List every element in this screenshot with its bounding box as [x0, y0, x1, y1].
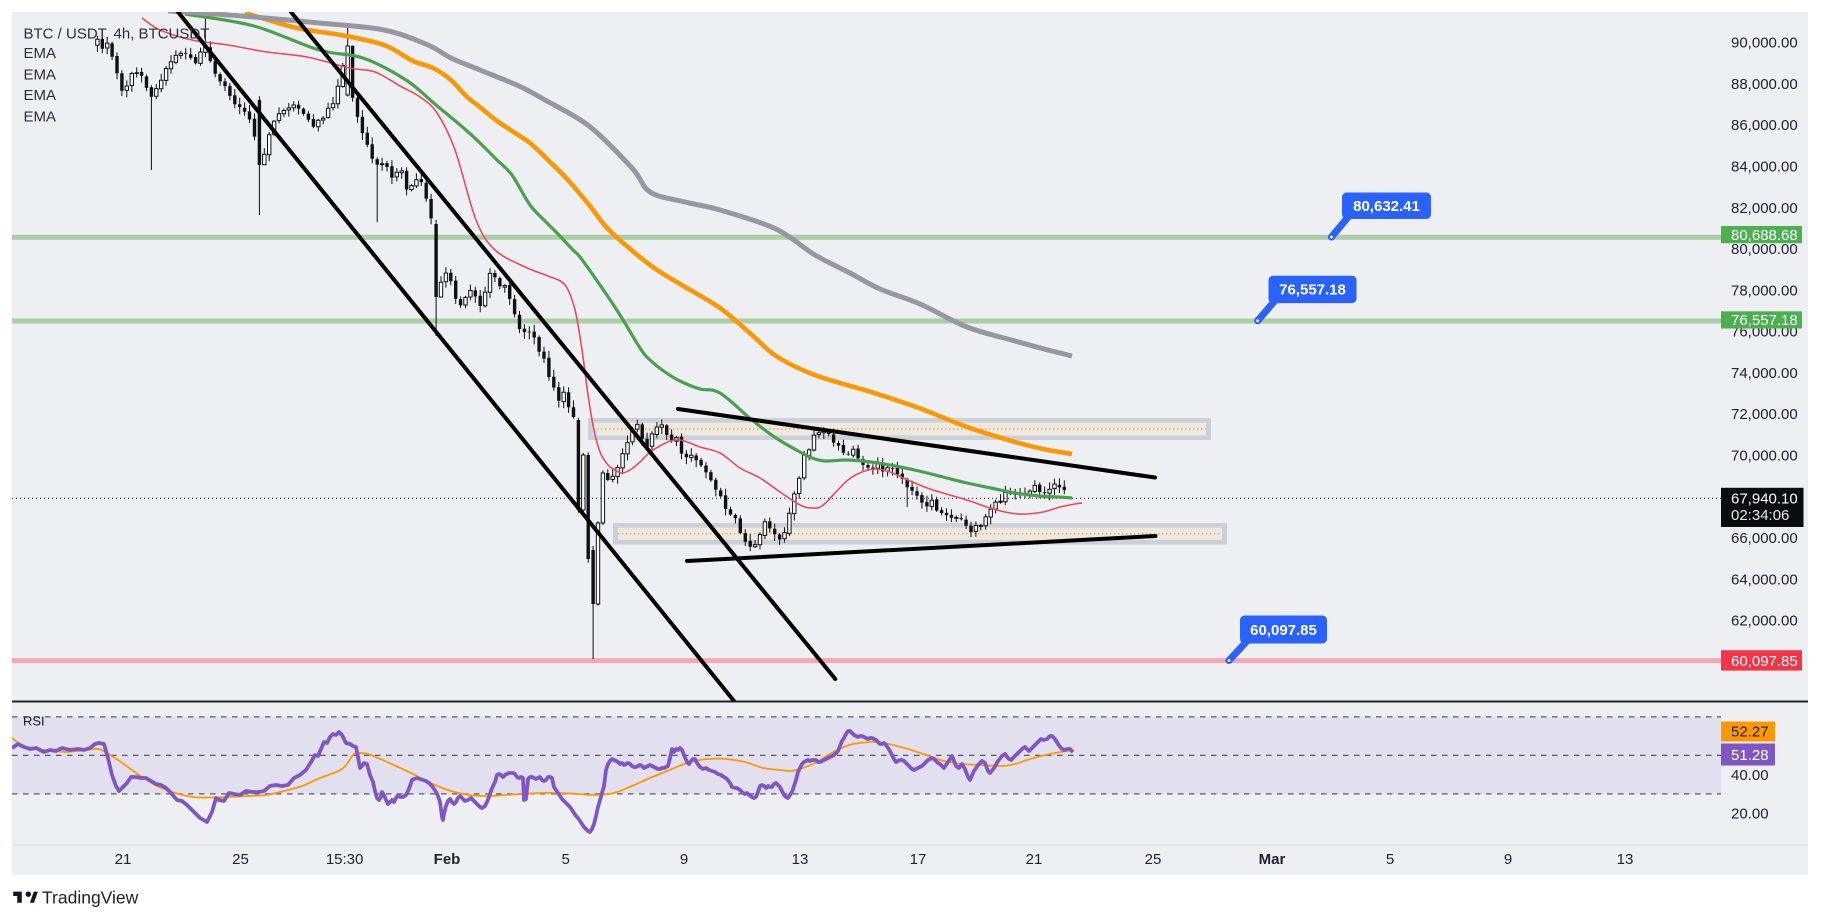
svg-text:76,557.18: 76,557.18: [1279, 282, 1346, 299]
svg-text:Feb: Feb: [434, 851, 461, 868]
svg-text:Mar: Mar: [1259, 851, 1286, 868]
svg-text:TradingView: TradingView: [42, 888, 139, 908]
svg-text:EMA: EMA: [24, 66, 57, 83]
svg-text:25: 25: [1145, 851, 1162, 868]
svg-text:80,632.41: 80,632.41: [1353, 198, 1420, 215]
svg-text:13: 13: [1617, 851, 1634, 868]
svg-text:13: 13: [792, 851, 809, 868]
svg-text:17: 17: [910, 851, 927, 868]
svg-text:02:34:06: 02:34:06: [1731, 507, 1789, 524]
svg-text:52.27: 52.27: [1731, 724, 1769, 741]
svg-text:51.28: 51.28: [1731, 747, 1769, 764]
svg-text:9: 9: [1504, 851, 1512, 868]
svg-text:60,097.85: 60,097.85: [1250, 622, 1317, 639]
svg-text:86,000.00: 86,000.00: [1731, 117, 1798, 134]
svg-text:80,688.68: 80,688.68: [1731, 227, 1798, 244]
svg-text:20.00: 20.00: [1731, 805, 1769, 822]
svg-text:RSI: RSI: [23, 714, 45, 729]
svg-text:EMA: EMA: [24, 87, 57, 104]
svg-text:66,000.00: 66,000.00: [1731, 530, 1798, 547]
svg-text:70,000.00: 70,000.00: [1731, 447, 1798, 464]
svg-text:80,000.00: 80,000.00: [1731, 241, 1798, 258]
svg-text:64,000.00: 64,000.00: [1731, 571, 1798, 588]
svg-text:60,097.85: 60,097.85: [1731, 653, 1798, 670]
svg-text:78,000.00: 78,000.00: [1731, 282, 1798, 299]
svg-text:72,000.00: 72,000.00: [1731, 406, 1798, 423]
svg-text:EMA: EMA: [24, 45, 57, 62]
svg-text:21: 21: [115, 851, 132, 868]
svg-text:40.00: 40.00: [1731, 767, 1769, 784]
svg-text:15:30: 15:30: [326, 851, 364, 868]
svg-text:5: 5: [562, 851, 570, 868]
svg-text:21: 21: [1026, 851, 1043, 868]
svg-text:82,000.00: 82,000.00: [1731, 200, 1798, 217]
svg-text:88,000.00: 88,000.00: [1731, 76, 1798, 93]
svg-text:BTC / USDT, 4h, BTCUSDT: BTC / USDT, 4h, BTCUSDT: [24, 26, 210, 43]
svg-text:EMA: EMA: [24, 108, 57, 125]
svg-text:5: 5: [1386, 851, 1394, 868]
svg-text:84,000.00: 84,000.00: [1731, 159, 1798, 176]
svg-text:90,000.00: 90,000.00: [1731, 35, 1798, 52]
svg-text:76,557.18: 76,557.18: [1731, 312, 1798, 329]
svg-text:67,940.10: 67,940.10: [1731, 490, 1798, 507]
svg-text:9: 9: [680, 851, 688, 868]
svg-text:25: 25: [232, 851, 249, 868]
svg-text:74,000.00: 74,000.00: [1731, 365, 1798, 382]
svg-text:62,000.00: 62,000.00: [1731, 613, 1798, 630]
